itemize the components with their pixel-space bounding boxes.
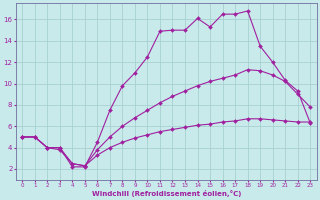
X-axis label: Windchill (Refroidissement éolien,°C): Windchill (Refroidissement éolien,°C) [92,190,241,197]
